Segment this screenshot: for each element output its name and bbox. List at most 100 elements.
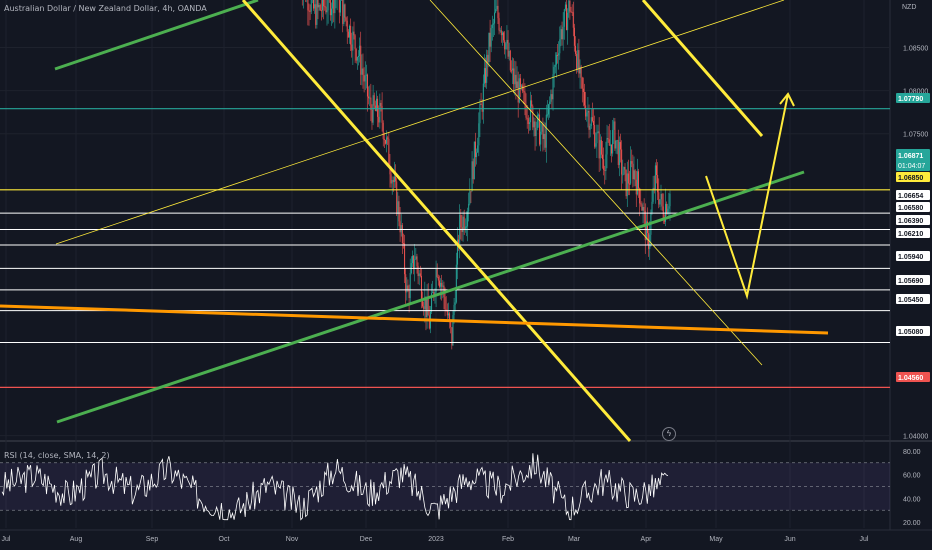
price-badge-text: 1.05690 bbox=[898, 278, 923, 285]
candle-body bbox=[512, 68, 514, 71]
candle-body bbox=[539, 114, 541, 145]
candle-body bbox=[581, 77, 583, 89]
candle-body bbox=[343, 4, 345, 24]
candle-body bbox=[401, 225, 403, 244]
candle-body bbox=[555, 54, 557, 65]
candle-body bbox=[468, 203, 470, 212]
candle-body bbox=[532, 106, 534, 128]
candle-body bbox=[541, 124, 543, 132]
candle-body bbox=[657, 175, 659, 193]
candle-body bbox=[499, 30, 501, 32]
candle-body bbox=[535, 127, 537, 137]
rsi-line bbox=[1, 453, 669, 521]
candle-body bbox=[643, 206, 645, 211]
candle-body bbox=[546, 114, 548, 116]
price-badge bbox=[896, 372, 930, 382]
candle-body bbox=[616, 140, 618, 142]
price-badge-text: 1.06850 bbox=[898, 175, 923, 182]
candle-body bbox=[426, 297, 428, 318]
candle-body bbox=[366, 74, 368, 97]
price-badge bbox=[896, 202, 930, 212]
candle-body bbox=[576, 53, 578, 70]
candle-body bbox=[454, 302, 456, 305]
candle-body bbox=[661, 194, 663, 207]
time-axis-label: Dec bbox=[360, 536, 373, 543]
candle-body bbox=[416, 256, 418, 267]
candle-body bbox=[525, 104, 527, 118]
candle-body bbox=[474, 141, 476, 158]
price-badge-text: 1.06210 bbox=[898, 231, 923, 238]
candle-body bbox=[406, 285, 408, 293]
time-axis-label: Jul bbox=[860, 536, 869, 543]
candle-body bbox=[575, 45, 577, 54]
candle-body bbox=[508, 50, 510, 57]
candle-body bbox=[355, 49, 357, 61]
candle-body bbox=[658, 192, 660, 205]
price-badge-text: 1.07790 bbox=[898, 96, 923, 103]
candle-body bbox=[608, 139, 610, 146]
candle-body bbox=[413, 255, 415, 269]
candle-body bbox=[518, 78, 520, 103]
candle-body bbox=[312, 0, 314, 9]
candle-body bbox=[368, 96, 370, 99]
projection-arrowhead bbox=[779, 92, 795, 107]
price-badge bbox=[896, 93, 930, 103]
lightning-icon[interactable]: ϟ bbox=[662, 427, 676, 441]
candle-body bbox=[433, 291, 435, 296]
candle-body bbox=[516, 81, 518, 89]
candle-body bbox=[356, 56, 358, 61]
candle-body bbox=[482, 83, 484, 112]
candle-body bbox=[400, 225, 402, 233]
candle-body bbox=[521, 85, 523, 87]
candle-body bbox=[427, 297, 429, 316]
candle-body bbox=[471, 161, 473, 192]
candle-body bbox=[488, 32, 490, 63]
candle-body bbox=[599, 140, 601, 159]
candle-body bbox=[564, 4, 566, 10]
price-axis-tick: 1.07500 bbox=[903, 132, 928, 139]
candle-body bbox=[437, 276, 439, 281]
time-axis-label: Sep bbox=[146, 536, 159, 543]
candle-body bbox=[487, 54, 489, 63]
candle-body bbox=[590, 117, 592, 126]
candle-body bbox=[666, 203, 668, 214]
yellow-descending-line bbox=[241, 0, 632, 442]
candle-body bbox=[591, 117, 593, 122]
candle-body bbox=[659, 199, 661, 205]
candle-body bbox=[537, 114, 539, 116]
candle-body bbox=[627, 173, 629, 184]
candle-body bbox=[386, 137, 388, 144]
candle-body bbox=[587, 111, 589, 113]
candle-body bbox=[346, 20, 348, 32]
candle-body bbox=[445, 309, 447, 311]
price-badge bbox=[896, 215, 930, 225]
candle-body bbox=[617, 140, 619, 165]
candle-body bbox=[373, 95, 375, 106]
candle-body bbox=[477, 145, 479, 153]
time-axis-label: Aug bbox=[70, 536, 83, 543]
green-support-trendline bbox=[56, 170, 805, 424]
candle-body bbox=[391, 180, 393, 184]
candle-body bbox=[351, 44, 353, 51]
candle-body bbox=[314, 4, 316, 9]
candle-body bbox=[462, 216, 464, 232]
candle-body bbox=[342, 0, 344, 24]
candle-body bbox=[534, 121, 536, 137]
candle-body bbox=[496, 5, 498, 10]
candle-body bbox=[423, 306, 425, 309]
candle-body bbox=[384, 140, 386, 144]
candle-body bbox=[567, 12, 569, 31]
candle-body bbox=[432, 291, 434, 293]
price-badge bbox=[896, 228, 930, 238]
candle-body bbox=[647, 221, 649, 234]
price-axis-tick: 1.04000 bbox=[903, 434, 928, 441]
candle-body bbox=[596, 132, 598, 144]
candle-body bbox=[668, 206, 670, 209]
candle-body bbox=[390, 174, 392, 184]
candle-body bbox=[463, 216, 465, 230]
time-axis-label: 2023 bbox=[428, 536, 444, 543]
candle-body bbox=[626, 173, 628, 197]
candle-body bbox=[550, 94, 552, 102]
